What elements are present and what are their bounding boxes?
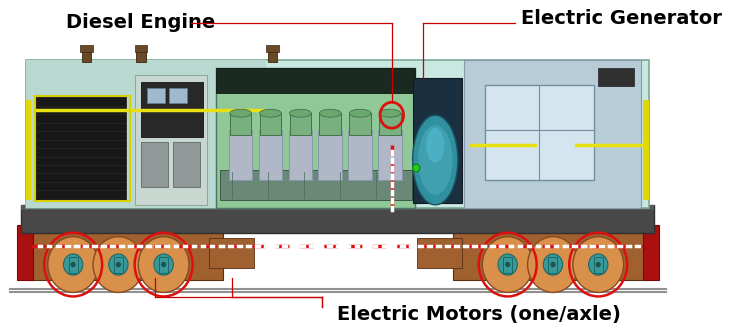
Bar bbox=[21, 205, 654, 210]
Bar bbox=[454, 230, 648, 279]
Circle shape bbox=[573, 237, 624, 293]
Bar bbox=[259, 113, 282, 135]
Ellipse shape bbox=[349, 109, 371, 117]
Circle shape bbox=[589, 254, 608, 275]
Bar bbox=[259, 130, 282, 180]
Bar bbox=[378, 130, 402, 180]
Ellipse shape bbox=[320, 109, 341, 117]
Ellipse shape bbox=[290, 109, 311, 117]
Ellipse shape bbox=[229, 109, 252, 117]
Bar bbox=[349, 113, 371, 135]
Bar bbox=[209, 238, 254, 268]
Bar bbox=[141, 142, 168, 187]
Bar bbox=[173, 142, 200, 187]
Ellipse shape bbox=[413, 115, 458, 205]
Bar bbox=[229, 113, 252, 135]
Ellipse shape bbox=[426, 128, 444, 162]
Circle shape bbox=[527, 237, 578, 293]
Circle shape bbox=[551, 262, 556, 267]
Bar bbox=[159, 256, 168, 273]
Bar bbox=[80, 45, 93, 52]
Circle shape bbox=[596, 262, 600, 267]
Bar bbox=[288, 130, 312, 180]
Bar bbox=[216, 69, 416, 93]
Text: Electric Generator: Electric Generator bbox=[522, 9, 722, 28]
Circle shape bbox=[154, 254, 174, 275]
Bar bbox=[320, 113, 341, 135]
Bar bbox=[379, 113, 401, 135]
Bar bbox=[266, 45, 279, 52]
Circle shape bbox=[498, 254, 517, 275]
Bar bbox=[417, 238, 463, 268]
Bar bbox=[148, 88, 165, 103]
Bar bbox=[290, 113, 311, 135]
Circle shape bbox=[482, 237, 533, 293]
Bar bbox=[21, 205, 654, 233]
Bar bbox=[220, 170, 412, 200]
Bar bbox=[216, 69, 416, 208]
Bar bbox=[318, 130, 342, 180]
Bar bbox=[136, 51, 145, 62]
Bar bbox=[135, 45, 148, 52]
Bar bbox=[28, 230, 223, 279]
Circle shape bbox=[161, 262, 166, 267]
Circle shape bbox=[71, 262, 76, 267]
Bar bbox=[413, 78, 463, 203]
Bar bbox=[17, 225, 34, 279]
Circle shape bbox=[543, 254, 562, 275]
Bar bbox=[349, 130, 372, 180]
Bar bbox=[216, 69, 416, 208]
Bar bbox=[26, 60, 649, 208]
Circle shape bbox=[109, 254, 128, 275]
Ellipse shape bbox=[418, 125, 452, 195]
Circle shape bbox=[63, 254, 83, 275]
Bar bbox=[69, 256, 77, 273]
Bar bbox=[464, 60, 641, 208]
Bar bbox=[35, 96, 130, 201]
Bar bbox=[169, 88, 187, 103]
Bar bbox=[35, 95, 126, 200]
Bar bbox=[594, 256, 603, 273]
Text: Diesel Engine: Diesel Engine bbox=[66, 13, 215, 32]
Text: Electric Motors (one/axle): Electric Motors (one/axle) bbox=[337, 305, 621, 324]
Bar bbox=[598, 69, 635, 86]
Circle shape bbox=[48, 237, 98, 293]
Bar bbox=[267, 51, 277, 62]
Circle shape bbox=[139, 237, 189, 293]
Bar bbox=[644, 100, 649, 200]
Bar bbox=[26, 100, 31, 200]
Bar bbox=[503, 256, 513, 273]
Bar bbox=[82, 51, 91, 62]
Bar bbox=[26, 60, 266, 208]
Bar bbox=[114, 256, 123, 273]
Ellipse shape bbox=[379, 109, 401, 117]
Circle shape bbox=[413, 164, 420, 172]
Circle shape bbox=[505, 262, 510, 267]
Circle shape bbox=[93, 237, 144, 293]
Bar bbox=[229, 130, 253, 180]
Bar bbox=[548, 256, 557, 273]
Bar bbox=[135, 75, 207, 205]
Bar bbox=[485, 85, 594, 180]
Ellipse shape bbox=[259, 109, 282, 117]
Circle shape bbox=[116, 262, 121, 267]
Bar bbox=[643, 225, 659, 279]
Bar bbox=[141, 82, 203, 137]
